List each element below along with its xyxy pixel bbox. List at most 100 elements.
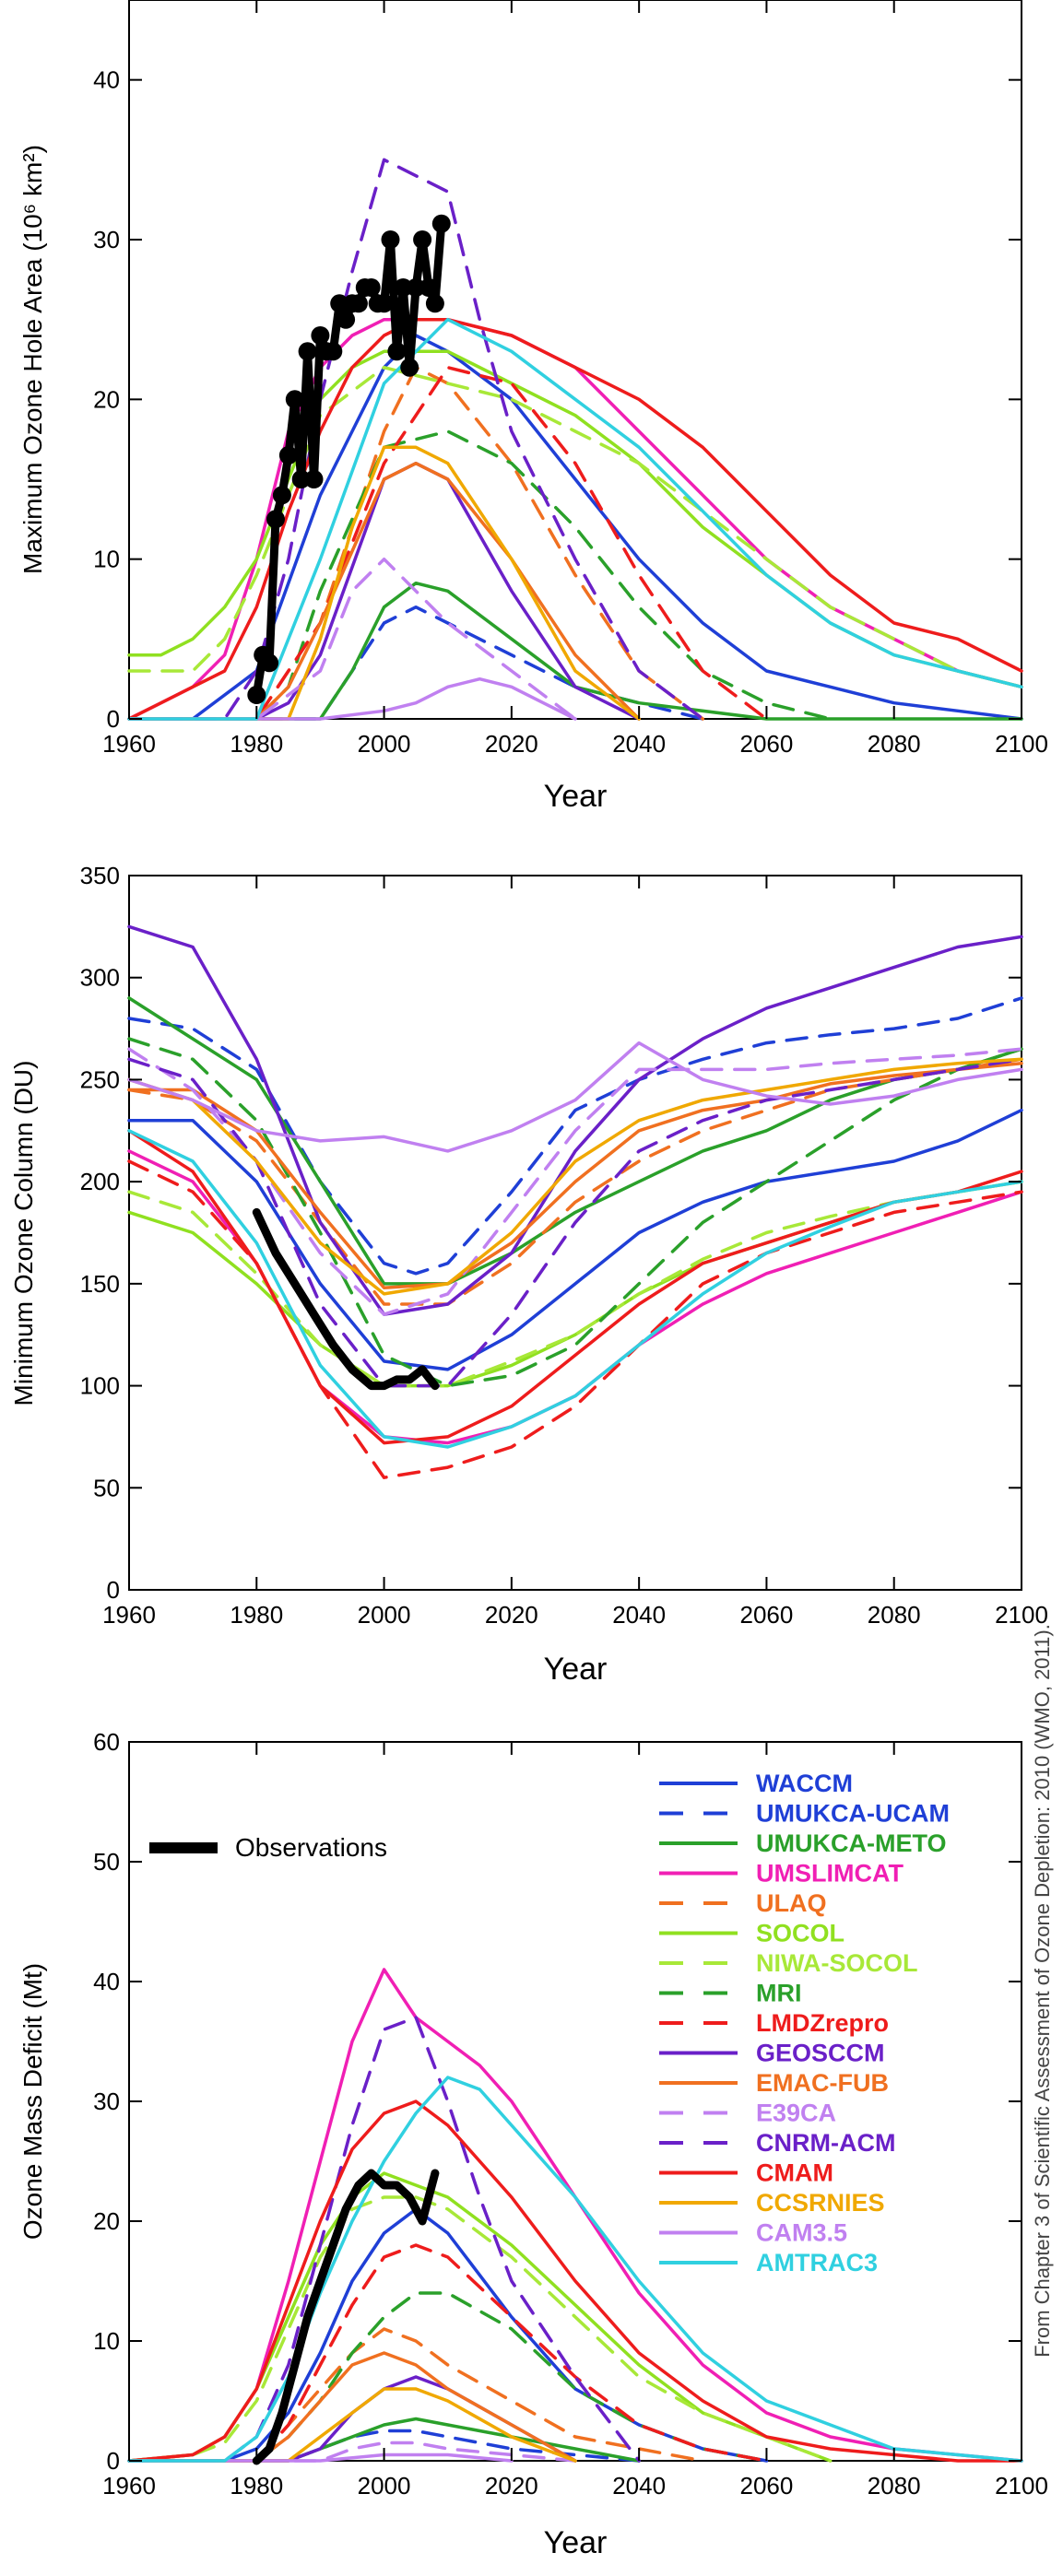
observations-layer (247, 214, 451, 704)
observations-legend: Observations (149, 1833, 387, 1862)
plot-frame (128, 0, 1022, 720)
x-tick-label: 2040 (612, 730, 666, 758)
series-line-amtrac3 (127, 317, 1023, 721)
series-line-lmdzrepro (127, 365, 769, 721)
x-tick-label: 1980 (230, 1601, 283, 1629)
x-tick-label: 2000 (358, 2472, 411, 2500)
x-tick-label: 2040 (612, 2472, 666, 2500)
x-tick-label: 2000 (358, 1601, 411, 1629)
series-line-emac-fub (127, 1061, 1023, 1290)
series-line-lmdzrepro (127, 1159, 1023, 1479)
y-tick-label: 40 (93, 1968, 120, 1995)
x-tick-label: 1980 (230, 2472, 283, 2500)
x-axis-label: Year (544, 779, 608, 814)
legend-label-geosccm: GEOSCCM (756, 2040, 885, 2067)
series-line-niwa-socol (127, 1180, 1023, 1388)
y-tick-label: 150 (80, 1270, 120, 1298)
legend-label-ccsrnies: CCSRNIES (756, 2189, 885, 2217)
y-tick-label: 30 (93, 226, 120, 253)
x-tick-label: 1960 (102, 1601, 156, 1629)
series-line-waccm (127, 1108, 1023, 1371)
observation-point (394, 278, 413, 297)
observations-layer (252, 2169, 440, 2465)
observation-point (324, 342, 343, 361)
observation-point (298, 342, 317, 361)
legend-label-ulaq: ULAQ (756, 1889, 827, 1917)
series-line-e39ca (127, 557, 577, 721)
x-tick-label: 2060 (740, 1601, 794, 1629)
legend-label-waccm: WACCM (756, 1770, 853, 1797)
legend-label-e39ca: E39CA (756, 2100, 836, 2127)
x-tick-label: 1960 (102, 2472, 156, 2500)
series-line-umukca-ucam (127, 996, 1023, 1276)
y-tick-label: 100 (80, 1372, 120, 1400)
x-tick-label: 2100 (995, 730, 1048, 758)
y-tick-label: 10 (93, 2327, 120, 2355)
observation-point (285, 390, 304, 409)
observation-point (330, 294, 349, 313)
observations-layer (252, 1207, 440, 1391)
observation-point (260, 653, 279, 673)
legend-label-niwa-socol: NIWA-SOCOL (756, 1949, 918, 1977)
y-axis-label: Maximum Ozone Hole Area (10⁶ km²) (18, 145, 47, 574)
observation-point (337, 310, 356, 329)
x-tick-label: 2080 (868, 1601, 921, 1629)
axis-layer: 1960 1980 2000 2020 2040 2060 2080 2100 0 10 20 30 4… (93, 1728, 1048, 2500)
y-tick-label: 0 (107, 2447, 120, 2475)
axis-layer: 1960 1980 2000 2020 2040 2060 2080 2100 0 50 100 15… (80, 862, 1048, 1629)
y-tick-label: 10 (93, 546, 120, 573)
legend-label-umukca-meto: UMUKCA-METO (756, 1829, 946, 1857)
series-layer (127, 158, 1023, 721)
x-tick-label: 2040 (612, 1601, 666, 1629)
observation-point (247, 686, 266, 704)
observation-point (400, 358, 419, 377)
x-tick-label: 2020 (485, 730, 538, 758)
observation-point (413, 230, 432, 249)
y-tick-label: 40 (93, 66, 120, 94)
y-tick-label: 350 (80, 862, 120, 889)
y-tick-label: 50 (93, 1474, 120, 1501)
observation-point (407, 278, 426, 297)
series-line-amtrac3 (127, 1129, 1023, 1449)
plot-frame (128, 875, 1022, 1591)
y-axis-label: Ozone Mass Deficit (Mt) (18, 1963, 47, 2240)
x-tick-label: 2100 (995, 1601, 1048, 1629)
x-tick-label: 1960 (102, 730, 156, 758)
series-line-cnrm-acm (127, 1057, 1023, 1388)
y-tick-label: 20 (93, 2207, 120, 2235)
legend-label-lmdzrepro: LMDZrepro (756, 2009, 889, 2037)
y-tick-label: 30 (93, 2088, 120, 2115)
x-tick-label: 2080 (868, 2472, 921, 2500)
y-tick-label: 250 (80, 1065, 120, 1093)
legend-label-cnrm-acm: CNRM-ACM (756, 2129, 895, 2157)
axis-layer: 1960 1980 2000 2020 2040 2060 2080 2100 0 10 20 30 4… (93, 0, 1048, 758)
series-line-cmam (127, 2100, 1023, 2463)
series-layer (127, 924, 1023, 1479)
y-tick-label: 0 (107, 705, 120, 733)
y-axis-label: Minimum Ozone Column (DU) (9, 1061, 38, 1406)
observation-point (419, 278, 438, 297)
series-line-mri (127, 429, 833, 721)
y-tick-label: 200 (80, 1168, 120, 1195)
observation-point (431, 214, 451, 233)
series-line-e39ca (127, 2441, 577, 2463)
y-tick-label: 50 (93, 1848, 120, 1876)
observation-point (374, 294, 394, 313)
legend-label-emac-fub: EMAC-FUB (756, 2069, 889, 2097)
observation-point (381, 230, 400, 249)
observation-point (272, 486, 291, 505)
panel-minimum-ozone-column: 1960 1980 2000 2020 2040 2060 2080 2100 0 50 100 15… (9, 862, 1048, 1687)
series-line-niwa-socol (127, 2195, 833, 2463)
credit-text: From Chapter 3 of Scientific Assessment … (1031, 1624, 1054, 2358)
x-tick-label: 1980 (230, 730, 283, 758)
observation-point (311, 326, 330, 345)
observations-legend-label: Observations (235, 1833, 387, 1862)
series-line-observations (252, 2169, 440, 2465)
series-line-ccsrnies (127, 1057, 1023, 1296)
x-tick-label: 2060 (740, 730, 794, 758)
series-line-emac-fub (127, 461, 641, 721)
series-line-lmdzrepro (127, 2243, 769, 2463)
legend-label-socol: SOCOL (756, 1920, 844, 1947)
y-tick-label: 300 (80, 964, 120, 992)
